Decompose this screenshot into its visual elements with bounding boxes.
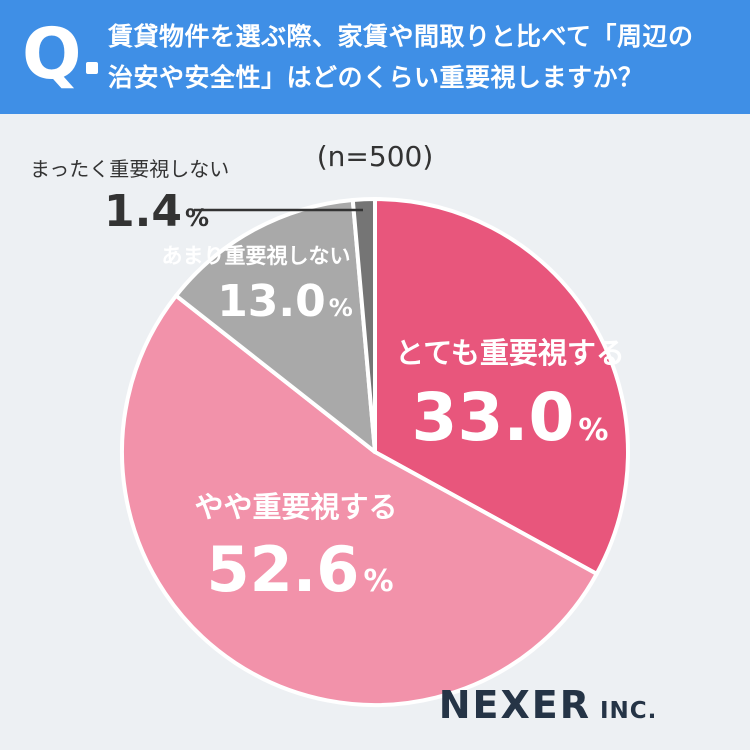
- q-mark: Q: [22, 13, 82, 95]
- slice-value-not-at-all-group: 1.4%: [104, 186, 209, 237]
- slice-label-not-very-important: あまり重要視しない: [162, 244, 351, 268]
- pie-slices: [120, 197, 630, 707]
- slice-label-somewhat-important: やや重要視する: [194, 490, 397, 524]
- slice-value-very-important: 33.0: [412, 379, 575, 456]
- question-header: Q 賃貸物件を選ぶ際、家賃や間取りと比べて「周辺の 治安や安全性」はどのくらい重…: [0, 0, 750, 114]
- slice-value-not-very-important: 13.0: [217, 276, 326, 327]
- sample-size-note: (n=500): [317, 140, 434, 173]
- slice-unit-very-important: %: [578, 413, 608, 448]
- brand-logo-text: NEXER: [439, 683, 591, 727]
- slice-value-very-important-group: 33.0%: [412, 379, 609, 456]
- slice-unit-not-very-important: %: [329, 294, 353, 322]
- slice-value-not-very-important-group: 13.0%: [217, 276, 353, 327]
- slice-value-somewhat-important-group: 52.6%: [206, 533, 393, 606]
- question-text: 賃貸物件を選ぶ際、家賃や間取りと比べて「周辺の 治安や安全性」はどのくらい重要視…: [108, 16, 738, 98]
- slice-value-not-at-all: 1.4: [104, 186, 182, 237]
- q-dot-decoration: [86, 62, 98, 74]
- question-line-1: 賃貸物件を選ぶ際、家賃や間取りと比べて「周辺の: [108, 22, 694, 51]
- pie-slice-not-at-all: [350, 197, 377, 454]
- slice-label-not-at-all: まったく重要視しない: [30, 157, 229, 181]
- brand-logo-suffix: INC.: [600, 698, 657, 724]
- pie-slice-somewhat-important: [120, 293, 599, 707]
- pie-slice-not-very-important: [174, 197, 377, 454]
- slice-label-very-important: とても重要視する: [395, 336, 625, 370]
- pie-slice-very-important: [373, 197, 630, 576]
- slice-unit-somewhat-important: %: [363, 564, 393, 599]
- question-line-2: 治安や安全性」はどのくらい重要視しますか？: [108, 63, 644, 92]
- slice-unit-not-at-all: %: [185, 204, 209, 232]
- slice-value-somewhat-important: 52.6: [206, 533, 359, 606]
